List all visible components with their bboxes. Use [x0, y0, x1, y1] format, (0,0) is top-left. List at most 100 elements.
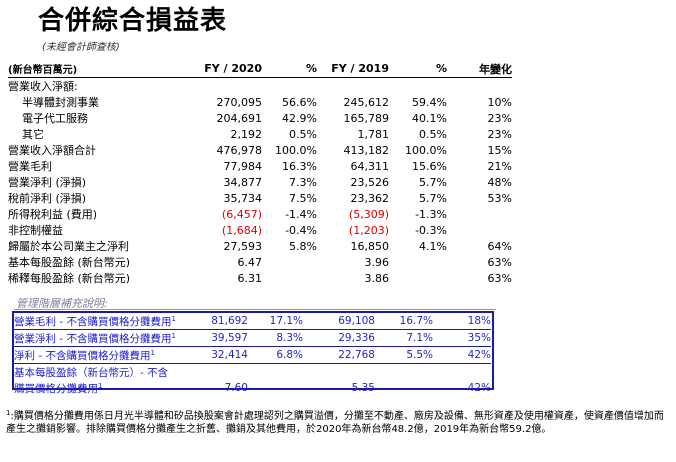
cell-value: 22,768 [303, 346, 375, 364]
row-label: 稅前淨利 (淨損) [8, 192, 87, 205]
cell-value [262, 254, 317, 270]
table-row: 營業淨利 (淨損) 34,877 7.3% 23,526 5.7% 48% [8, 174, 512, 190]
cell-value: 8.3% [248, 329, 303, 347]
cell-value: -1.3% [415, 207, 447, 221]
col-yoy-change: 年變化 [447, 60, 512, 78]
cell-value: -0.4% [285, 223, 317, 237]
cell-value: 245,612 [343, 95, 390, 109]
cell-value: 23,526 [350, 175, 390, 189]
cell-value: 23% [487, 111, 512, 125]
cell-value: 16.7% [375, 313, 433, 330]
row-label: 營業淨利 - 不含購買價格分攤費用1 [14, 329, 190, 347]
col-fy2019: FY / 2019 [317, 60, 389, 78]
cell-value: 63% [487, 255, 512, 269]
cell-value: 204,691 [216, 111, 263, 125]
cell-value: 35% [433, 329, 491, 347]
cell-value: 6.47 [237, 255, 263, 269]
cell-value: 476,978 [216, 143, 263, 157]
cell-value [447, 206, 512, 222]
cell-value: 7.3% [289, 175, 317, 189]
cell-value [262, 270, 317, 286]
row-label: 歸屬於本公司業主之淨利 [8, 240, 129, 253]
row-label: 營業淨利 (淨損) [8, 176, 87, 189]
cell-value: 77,984 [223, 159, 263, 173]
cell-value: 1,781 [357, 127, 390, 141]
table-row: 基本每股盈餘 (新台幣元) 6.47 3.96 63% [8, 254, 512, 270]
cell-value: 5.7% [419, 191, 447, 205]
cell-value: 100.0% [405, 143, 447, 157]
cell-value: 0.5% [419, 127, 447, 141]
table-row: 其它 2,192 0.5% 1,781 0.5% 23% [8, 126, 512, 142]
table-row: 稅前淨利 (淨損) 35,734 7.5% 23,362 5.7% 53% [8, 190, 512, 206]
cell-value: 16.3% [282, 159, 317, 173]
cell-value: 29,336 [303, 329, 375, 347]
table-row: 電子代工服務 204,691 42.9% 165,789 40.1% 23% [8, 110, 512, 126]
cell-value: 42% [433, 346, 491, 364]
row-label: 所得稅利益 (費用) [8, 208, 98, 221]
col-pct-2019: % [389, 60, 447, 78]
cell-value: 413,182 [343, 143, 390, 157]
table-row: 稀釋每股盈餘 (新台幣元) 6.31 3.86 63% [8, 270, 512, 286]
unit-label: (新台幣百萬元) [8, 60, 192, 78]
cell-value [447, 222, 512, 238]
table-row: 歸屬於本公司業主之淨利 27,593 5.8% 16,850 4.1% 64% [8, 238, 512, 254]
cell-value: 4.1% [419, 239, 447, 253]
table-row: 營業收入淨額: [8, 78, 512, 95]
table-row: 基本每股盈餘（新台幣元）- 不含 [14, 364, 491, 381]
row-label: 營業毛利 - 不含購買價格分攤費用1 [14, 313, 190, 330]
row-label: 營業收入淨額: [8, 80, 78, 93]
cell-value: 7.1% [375, 329, 433, 347]
table-row: 購買價格分攤費用1 7.60 5.35 42% [14, 380, 491, 396]
cell-value-negative: (6,457) [221, 207, 262, 221]
cell-value: 21% [487, 159, 512, 173]
cell-value: 6.8% [248, 346, 303, 364]
cell-value: 42% [467, 382, 491, 394]
cell-value: 3.96 [364, 255, 390, 269]
supplement-table: 營業毛利 - 不含購買價格分攤費用1 81,692 17.1% 69,108 1… [14, 313, 491, 396]
cell-value: 15% [487, 143, 512, 157]
supplement-box [12, 311, 494, 390]
row-label: 稀釋每股盈餘 (新台幣元) [8, 272, 131, 285]
cell-value: 100.0% [275, 143, 317, 157]
cell-value: 2,192 [230, 127, 263, 141]
table-row: 非控制權益 (1,684) -0.4% (1,203) -0.3% [8, 222, 512, 238]
cell-value: 23,362 [350, 191, 390, 205]
table-row: 半導體封測事業 270,095 56.6% 245,612 59.4% 10% [8, 94, 512, 110]
cell-value: 39,597 [190, 329, 248, 347]
cell-value: 18% [433, 313, 491, 330]
cell-value-negative: (1,203) [348, 223, 389, 237]
cell-value: 42.9% [282, 111, 317, 125]
cell-value: 69,108 [303, 313, 375, 330]
cell-value: 5.7% [419, 175, 447, 189]
col-pct-2020: % [262, 60, 317, 78]
cell-value: 270,095 [216, 95, 263, 109]
cell-value: -0.3% [415, 223, 447, 237]
row-label: 基本每股盈餘（新台幣元）- 不含 [14, 366, 169, 379]
cell-value: 7.60 [224, 382, 248, 394]
cell-value: 23% [487, 127, 512, 141]
cell-value: 0.5% [289, 127, 317, 141]
table-row: 淨利 - 不含購買價格分攤費用1 32,414 6.8% 22,768 5.5%… [14, 346, 491, 364]
cell-value: 40.1% [412, 111, 447, 125]
table-row: 所得稅利益 (費用) (6,457) -1.4% (5,309) -1.3% [8, 206, 512, 222]
row-label: 淨利 - 不含購買價格分攤費用1 [14, 346, 190, 364]
row-label: 基本每股盈餘 (新台幣元) [8, 256, 131, 269]
cell-value: 5.35 [351, 382, 375, 394]
cell-value: 56.6% [282, 95, 317, 109]
cell-value: 81,692 [190, 313, 248, 330]
cell-value: 7.5% [289, 191, 317, 205]
table-row: 營業收入淨額合計 476,978 100.0% 413,182 100.0% 1… [8, 142, 512, 158]
management-notes-title: 管理階層補充說明: [16, 297, 108, 310]
cell-value-negative: (5,309) [348, 207, 389, 221]
divider [14, 309, 496, 310]
unaudited-note: (未經會計師查核) [42, 42, 120, 53]
row-label: 其它 [22, 128, 44, 141]
row-label: 電子代工服務 [22, 112, 88, 125]
row-label: 營業毛利 [8, 160, 52, 173]
table-row: 營業毛利 - 不含購買價格分攤費用1 81,692 17.1% 69,108 1… [14, 313, 491, 330]
cell-value: 27,593 [223, 239, 263, 253]
cell-value: 53% [487, 191, 512, 205]
cell-value: 34,877 [223, 175, 263, 189]
table-row: 營業毛利 77,984 16.3% 64,311 15.6% 21% [8, 158, 512, 174]
cell-value: 6.31 [237, 271, 263, 285]
